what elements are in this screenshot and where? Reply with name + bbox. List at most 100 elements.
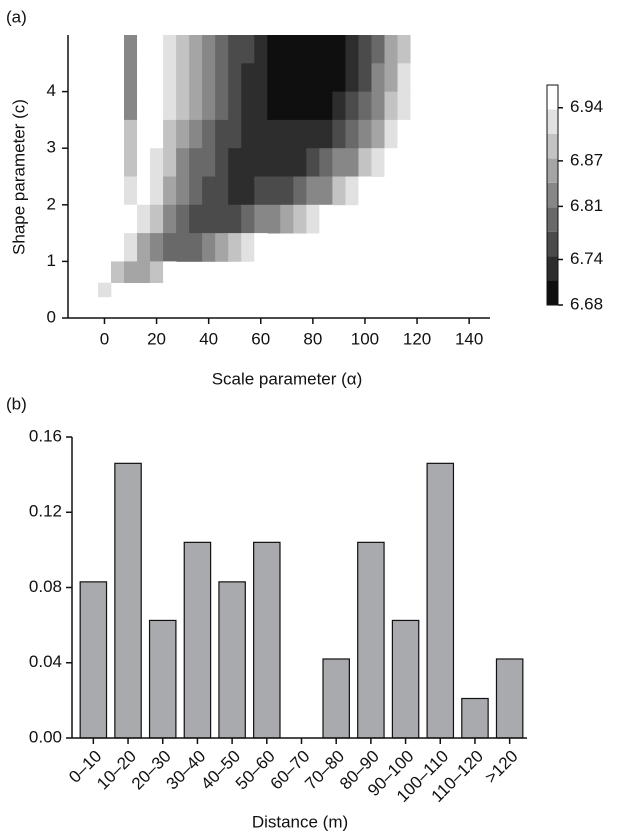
heat-cell bbox=[137, 148, 151, 177]
heat-cell bbox=[267, 176, 281, 206]
heat-cell bbox=[124, 176, 138, 206]
heat-cell bbox=[163, 261, 177, 284]
heat-cell bbox=[397, 63, 411, 92]
heat-cell bbox=[397, 91, 411, 121]
heat-cell bbox=[163, 119, 177, 149]
panel-label: (a) bbox=[6, 7, 27, 26]
heat-cell bbox=[293, 63, 307, 92]
heat-cell bbox=[150, 91, 164, 121]
heat-cell bbox=[202, 204, 216, 234]
heat-cell bbox=[358, 119, 372, 149]
heat-cell bbox=[280, 35, 294, 64]
heat-cell bbox=[293, 176, 307, 206]
heat-cell bbox=[189, 91, 203, 121]
heat-cell bbox=[254, 63, 268, 92]
heat-cell bbox=[371, 63, 385, 92]
heat-cell bbox=[241, 148, 255, 177]
colorbar-band bbox=[547, 231, 558, 257]
heat-cell bbox=[124, 233, 138, 262]
heat-cell bbox=[319, 204, 333, 234]
heat-cell bbox=[150, 148, 164, 177]
heat-cell bbox=[150, 35, 164, 64]
heat-cell bbox=[384, 148, 398, 177]
colorbar-band bbox=[547, 158, 558, 183]
heat-cell bbox=[332, 91, 346, 121]
colorbar-tick-label: 6.81 bbox=[570, 196, 603, 215]
heat-cell bbox=[280, 91, 294, 121]
heat-cell bbox=[345, 35, 359, 64]
heat-cell bbox=[410, 91, 424, 121]
heat-cell bbox=[202, 176, 216, 206]
heat-cell bbox=[150, 176, 164, 206]
heat-cell bbox=[189, 176, 203, 206]
heat-cell bbox=[189, 63, 203, 92]
heat-cell bbox=[163, 176, 177, 206]
heat-cell bbox=[189, 148, 203, 177]
heat-cell bbox=[176, 148, 190, 177]
heat-cell bbox=[306, 204, 320, 234]
x-axis-label: Scale parameter (α) bbox=[212, 369, 363, 388]
heat-cell bbox=[110, 233, 125, 262]
heat-cell bbox=[215, 35, 229, 64]
heat-cell bbox=[280, 148, 294, 177]
heat-cell bbox=[358, 35, 372, 64]
heat-cell bbox=[124, 63, 138, 92]
heat-cell bbox=[319, 148, 333, 177]
heat-cell bbox=[124, 91, 138, 121]
heat-cell bbox=[410, 35, 424, 64]
heat-cell bbox=[345, 63, 359, 92]
heat-cell bbox=[110, 261, 125, 284]
x-tick-label: 80 bbox=[303, 329, 322, 348]
heat-cell bbox=[332, 63, 346, 92]
heat-cell bbox=[215, 119, 229, 149]
heat-cell bbox=[384, 63, 398, 92]
heat-cell bbox=[124, 261, 138, 284]
heat-cell bbox=[293, 204, 307, 234]
heat-cell bbox=[189, 233, 203, 262]
heat-cell bbox=[319, 176, 333, 206]
heat-cell bbox=[267, 91, 281, 121]
panel-label: (b) bbox=[6, 394, 27, 413]
heat-cell bbox=[345, 119, 359, 149]
heat-cell bbox=[254, 91, 268, 121]
heat-cell bbox=[254, 119, 268, 149]
heat-cell bbox=[241, 35, 255, 64]
y-tick-label: 0.04 bbox=[29, 652, 62, 671]
x-tick-label: 100 bbox=[351, 329, 379, 348]
heat-cell bbox=[397, 119, 411, 149]
heat-cell bbox=[241, 233, 255, 262]
heat-cell bbox=[202, 148, 216, 177]
heat-cell bbox=[97, 282, 112, 298]
heat-cell bbox=[215, 176, 229, 206]
heat-cell bbox=[215, 91, 229, 121]
heat-cell bbox=[215, 204, 229, 234]
colorbar-tick-label: 6.87 bbox=[570, 150, 603, 169]
heat-cell bbox=[228, 176, 242, 206]
heat-cell bbox=[137, 91, 151, 121]
heat-cell bbox=[189, 204, 203, 234]
x-tick-label: 40 bbox=[199, 329, 218, 348]
heat-cell bbox=[267, 204, 281, 234]
heat-cell bbox=[384, 119, 398, 149]
bar bbox=[183, 541, 212, 739]
heat-cell bbox=[228, 35, 242, 64]
heat-cell bbox=[137, 233, 151, 262]
heat-cell bbox=[202, 63, 216, 92]
heat-cell bbox=[371, 91, 385, 121]
heat-cell bbox=[176, 233, 190, 262]
heat-cell bbox=[371, 148, 385, 177]
heat-cell bbox=[137, 204, 151, 234]
heat-cell bbox=[150, 119, 164, 149]
heat-cell bbox=[293, 35, 307, 64]
heat-cell bbox=[228, 204, 242, 234]
bar bbox=[391, 619, 420, 739]
bar bbox=[426, 462, 455, 739]
colorbar-band bbox=[547, 109, 558, 134]
heat-cell bbox=[176, 63, 190, 92]
y-tick-label: 0.16 bbox=[29, 426, 62, 445]
heat-cell bbox=[124, 119, 138, 149]
heat-cell bbox=[319, 119, 333, 149]
bar bbox=[357, 541, 385, 739]
heat-cell bbox=[150, 204, 164, 234]
